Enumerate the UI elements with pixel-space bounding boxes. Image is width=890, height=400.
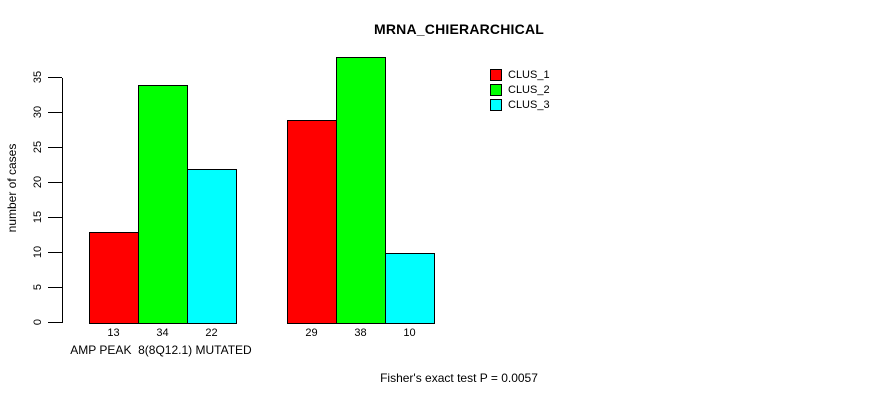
y-axis-tick-label: 5 (32, 283, 44, 291)
legend-item-clus_2: CLUS_2 (490, 82, 550, 97)
bar-clus_1-group2 (287, 120, 337, 324)
y-axis-tick-label: 15 (32, 210, 44, 224)
y-axis-tick-label: 20 (32, 175, 44, 189)
bar-clus_3-group1 (187, 169, 237, 324)
bar-clus_3-group2 (385, 253, 435, 324)
y-axis-tick (48, 112, 62, 113)
bar-value-label: 38 (354, 327, 367, 339)
bar-value-label: 29 (305, 327, 318, 339)
bar-value-label: 10 (403, 327, 416, 339)
y-axis-tick-label: 35 (32, 70, 44, 84)
legend-color-swatch (490, 68, 502, 81)
bar-value-label: 22 (205, 327, 218, 339)
legend-item-clus_1: CLUS_1 (490, 67, 550, 82)
legend-label: CLUS_3 (508, 98, 550, 111)
footnote: Fisher's exact test P = 0.0057 (380, 371, 538, 385)
legend-item-clus_3: CLUS_3 (490, 97, 550, 112)
y-axis-tick (48, 217, 62, 218)
legend-color-swatch (490, 83, 502, 96)
y-axis-tick-label: 30 (32, 105, 44, 119)
chart-title: MRNA_CHIERARCHICAL (373, 21, 545, 37)
legend-label: CLUS_2 (508, 83, 550, 96)
legend: CLUS_1 CLUS_2 CLUS_3 (490, 67, 550, 112)
bar-value-label: 34 (156, 327, 169, 339)
y-axis-tick (48, 182, 62, 183)
y-axis-title: number of cases (5, 143, 19, 233)
legend-label: CLUS_1 (508, 68, 550, 81)
bar-clus_2-group1 (138, 85, 188, 324)
y-axis-tick-label: 25 (32, 140, 44, 154)
bar-clus_2-group2 (336, 57, 386, 324)
bar-clus_1-group1 (89, 232, 139, 324)
y-axis-tick (48, 147, 62, 148)
y-axis-tick (48, 77, 62, 78)
y-axis-line (62, 78, 63, 323)
bar-value-label: 13 (107, 327, 120, 339)
y-axis-tick-label: 0 (32, 318, 44, 326)
legend-color-swatch (490, 98, 502, 111)
y-axis-tick (48, 287, 62, 288)
x-group-label: AMP PEAK 8(8Q12.1) MUTATED (70, 343, 252, 357)
y-axis-tick-label: 10 (32, 245, 44, 259)
y-axis-tick (48, 252, 62, 253)
y-axis-tick (48, 322, 62, 323)
